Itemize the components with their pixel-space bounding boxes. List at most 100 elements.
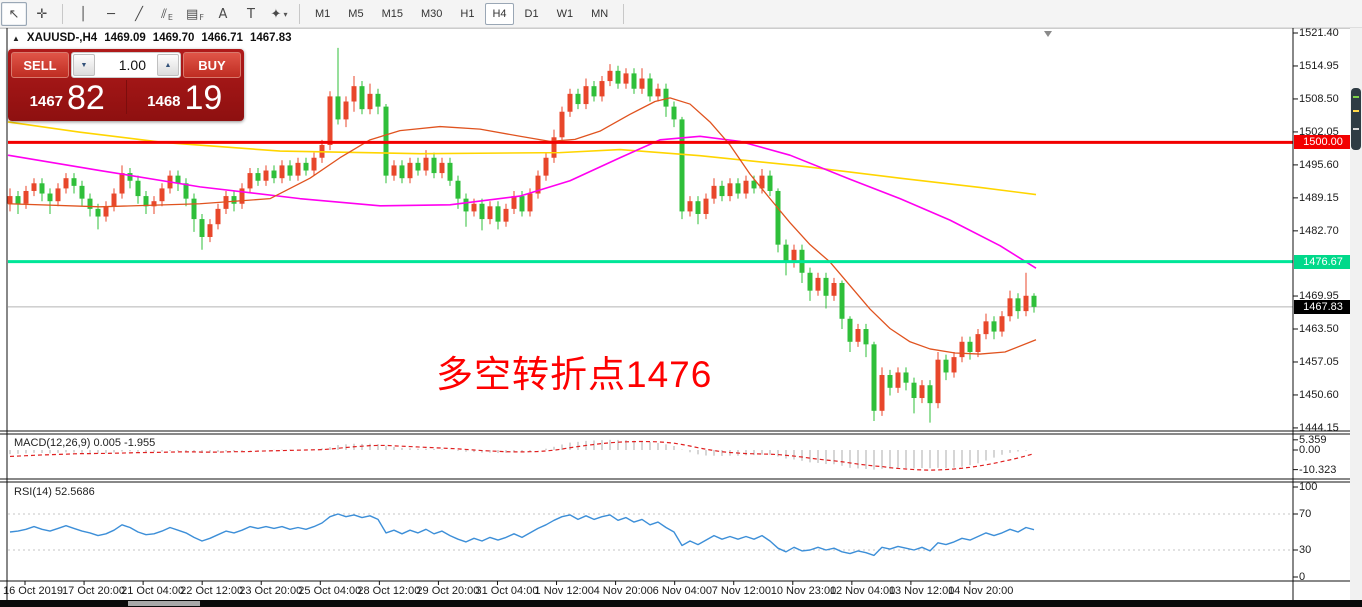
candle-body	[807, 272, 813, 291]
arrows-icon: ✦	[270, 6, 282, 22]
tool-equidistant-channel-button[interactable]: ⫽ E	[161, 6, 173, 22]
candle-body	[391, 165, 397, 176]
ma-yellow-line	[7, 121, 1037, 196]
candle-body	[103, 206, 109, 217]
candle-body	[735, 183, 741, 194]
timeframe-d1-button[interactable]: D1	[524, 8, 539, 20]
rsi-tick-label: 100	[1299, 481, 1318, 493]
resistance-price-badge: 1500.00	[1294, 135, 1352, 150]
rsi-tick-label: 30	[1299, 544, 1312, 556]
timeframe-h1-button[interactable]: H1	[460, 8, 475, 20]
vertical-scroll-thumb[interactable]	[1351, 88, 1361, 150]
sell-price-pips: 82	[67, 79, 105, 117]
tool-arrows-button[interactable]: ✦ ▾	[266, 2, 292, 26]
candle-body	[639, 78, 645, 89]
macd-tick-label: 0.00	[1299, 444, 1321, 456]
tool-cursor-button[interactable]: ↖	[1, 2, 27, 26]
candle-body	[495, 206, 501, 222]
candle-body	[135, 180, 141, 197]
tool-vertical-line-button[interactable]: │	[70, 2, 96, 26]
candle-body	[455, 180, 461, 199]
candle-body	[823, 277, 829, 296]
fibonacci-icon: ▤	[186, 6, 199, 22]
ma-orange-line	[7, 97, 1037, 355]
toolbar-separator	[62, 4, 63, 24]
candle-body	[231, 196, 237, 204]
time-tick-label: 14 Nov 20:00	[947, 585, 1014, 597]
candle-body	[471, 203, 477, 212]
candle-body	[503, 208, 509, 222]
price-tick-label: 1502.05	[1299, 125, 1339, 138]
candle-body	[839, 282, 845, 319]
support-price-badge: 1476.67	[1294, 254, 1352, 269]
price-tick-label: 1444.15	[1299, 421, 1339, 434]
vertical-scroll-track[interactable]	[1350, 28, 1362, 600]
timeframe-mn-button[interactable]: MN	[591, 8, 609, 20]
candle-body	[607, 70, 613, 82]
tool-crosshair-button[interactable]: ✛	[29, 2, 55, 26]
candle-body	[343, 101, 349, 120]
buy-price-handle: 1468	[147, 93, 181, 110]
time-tick-label: 21 Oct 04:00	[121, 585, 185, 597]
toolbar-separator	[299, 4, 300, 24]
sell-price-quote[interactable]: 1467 82	[11, 79, 124, 117]
candle-body	[975, 334, 981, 353]
candle-body	[983, 321, 989, 335]
tool-horizontal-line-button[interactable]: ─	[98, 2, 124, 26]
horizontal-line-icon: ─	[107, 6, 115, 22]
time-tick-label: 7 Nov 12:00	[711, 585, 772, 597]
timeframe-w1-button[interactable]: W1	[556, 8, 574, 20]
candle-body	[87, 198, 93, 209]
timeframe-m30-button[interactable]: M30	[420, 8, 443, 20]
timeframe-m15-button[interactable]: M15	[381, 8, 403, 20]
candle-body	[175, 175, 181, 184]
volume-decrease-button[interactable]: ▼	[73, 54, 95, 76]
tool-text-button[interactable]: A	[210, 2, 236, 26]
toolbar: ↖ ✛ │ ─ ╱ ⫽ E ▤ F A T ✦ ▾ M1 M5 M15 M30 H1 H4 D1 W1 MN	[0, 0, 1362, 29]
time-tick-label: 28 Oct 12:00	[357, 585, 421, 597]
tool-text-label-button[interactable]: T	[238, 2, 264, 26]
candle-body	[295, 162, 301, 176]
candle-body	[351, 86, 357, 102]
timeframe-m1-button[interactable]: M1	[315, 8, 331, 20]
candle-body	[79, 185, 85, 199]
current-price-badge: 1467.83	[1294, 299, 1352, 314]
candle-body	[439, 162, 445, 174]
candle-body	[335, 96, 341, 120]
time-tick-label: 22 Oct 12:00	[180, 585, 244, 597]
buy-button[interactable]: BUY	[183, 52, 241, 78]
rsi-tick-label: 70	[1299, 508, 1312, 520]
timeframe-m5-button[interactable]: M5	[348, 8, 364, 20]
candle-body	[207, 224, 213, 237]
tool-trendline-button[interactable]: ╱	[126, 2, 152, 26]
volume-input[interactable]: 1.00	[118, 57, 146, 73]
candle-body	[623, 73, 629, 84]
candle-body	[399, 165, 405, 179]
timeframe-h4-button[interactable]: H4	[485, 3, 514, 25]
symbol-info-line: ▲ XAUUSD-,H4 1469.09 1469.70 1466.71 146…	[12, 32, 292, 44]
candle-body	[559, 111, 565, 138]
price-tick-label: 1457.05	[1299, 355, 1339, 368]
tool-fibonacci-button[interactable]: ▤ F	[186, 6, 204, 22]
time-tick-label: 25 Oct 04:00	[298, 585, 362, 597]
horizontal-scroll-thumb[interactable]	[128, 601, 200, 606]
macd-tick-label: 5.359	[1299, 433, 1327, 446]
horizontal-scroll-track[interactable]	[0, 600, 1362, 607]
toolbar-separator	[623, 4, 625, 24]
candle-body	[23, 190, 29, 204]
chart-text-annotation[interactable]: 多空转折点1476	[436, 354, 713, 395]
candle-body	[127, 173, 133, 181]
candle-body	[535, 175, 541, 194]
volume-control: ▼ 1.00 ▲	[71, 52, 181, 78]
candle-body	[199, 219, 205, 237]
candle-body	[423, 157, 429, 171]
time-tick-label: 1 Nov 12:00	[534, 585, 594, 597]
candle-body	[951, 357, 957, 373]
collapse-panel-icon[interactable]: ▲	[12, 33, 20, 43]
candle-body	[183, 183, 189, 199]
candle-body	[71, 178, 77, 186]
volume-increase-button[interactable]: ▲	[157, 54, 179, 76]
buy-price-quote[interactable]: 1468 19	[129, 80, 242, 115]
sell-button[interactable]: SELL	[11, 52, 69, 78]
